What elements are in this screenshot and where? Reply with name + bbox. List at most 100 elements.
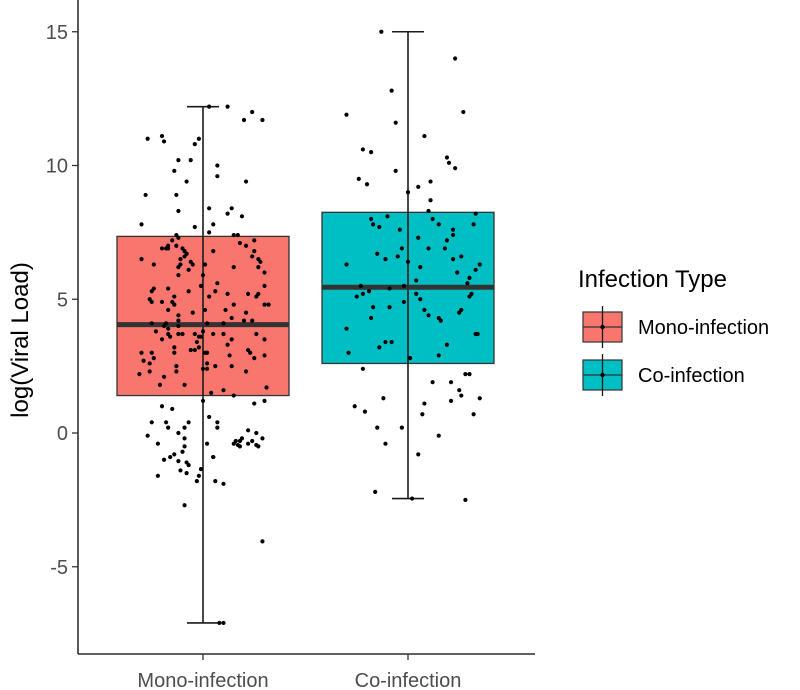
data-point [155, 473, 160, 478]
data-point [149, 299, 154, 305]
data-point [200, 366, 206, 371]
data-point [192, 331, 197, 337]
data-point [375, 251, 380, 256]
legend-label: Mono-infection [638, 317, 769, 339]
data-point [145, 433, 150, 438]
data-point [182, 503, 187, 508]
data-point [467, 372, 472, 377]
data-point [358, 283, 363, 288]
data-point [180, 331, 185, 337]
y-axis-title: log(Viral Load) [7, 262, 34, 418]
data-point [168, 454, 173, 460]
data-point [418, 297, 423, 302]
data-point [262, 398, 267, 403]
data-point [262, 283, 267, 288]
data-point [172, 168, 177, 173]
data-point [159, 404, 165, 409]
data-point [451, 257, 456, 262]
data-point [207, 294, 212, 299]
y-tick-label: 15 [46, 22, 68, 44]
data-point [196, 136, 201, 141]
data-point [215, 163, 220, 168]
data-point [221, 620, 226, 626]
data-point [229, 206, 234, 211]
data-point [260, 436, 265, 441]
x-tick-label: Co-infection [355, 670, 462, 690]
data-point [211, 454, 216, 460]
data-point [166, 286, 171, 291]
data-point [221, 331, 226, 337]
data-point [159, 299, 165, 305]
data-point [344, 262, 349, 267]
points-mono-infection [137, 104, 271, 626]
data-point [444, 342, 450, 347]
legend-key-point [600, 372, 605, 378]
data-point [383, 441, 388, 446]
data-point [416, 452, 421, 457]
data-point [477, 396, 482, 401]
data-point [200, 273, 206, 278]
data-point [381, 396, 386, 401]
data-point [399, 425, 404, 430]
data-point [196, 334, 201, 339]
data-point [256, 444, 261, 449]
data-point [262, 337, 267, 342]
data-point [422, 307, 427, 313]
data-point [448, 380, 454, 385]
data-point [475, 331, 480, 337]
data-point [352, 404, 357, 409]
data-point [463, 497, 468, 502]
data-point [383, 257, 388, 262]
data-point [346, 350, 351, 355]
data-point [364, 182, 370, 187]
data-point [176, 158, 181, 163]
data-point [379, 29, 384, 34]
data-point [395, 254, 400, 259]
data-point [223, 307, 228, 313]
data-point [180, 449, 185, 454]
data-point [178, 257, 183, 262]
data-point [215, 281, 220, 286]
data-point [401, 299, 406, 305]
data-point [205, 366, 210, 371]
data-point [166, 307, 171, 313]
data-point [422, 133, 427, 139]
plot-area [116, 29, 495, 626]
data-point [137, 372, 142, 377]
y-tick-label: 0 [57, 423, 68, 445]
data-point [369, 216, 374, 222]
data-point [174, 243, 179, 248]
data-point [164, 420, 169, 425]
data-point [170, 238, 175, 243]
data-point [426, 208, 431, 214]
data-point [221, 388, 226, 393]
data-point [141, 358, 146, 363]
data-point [451, 232, 456, 238]
y-tick-label: 5 [57, 289, 68, 311]
data-point [225, 291, 230, 296]
data-point [221, 481, 226, 486]
data-point [184, 179, 189, 184]
data-point [231, 232, 236, 238]
data-point [221, 321, 226, 326]
data-point [422, 401, 427, 406]
data-point [344, 326, 349, 331]
data-point [448, 398, 454, 403]
data-point [420, 412, 425, 417]
data-point [266, 302, 271, 307]
data-point [207, 414, 212, 420]
data-point [209, 390, 214, 395]
data-point [172, 294, 177, 299]
data-point [239, 214, 245, 219]
box-co-infection [321, 30, 495, 500]
legend: Infection Type Mono-infection Co-infectio… [578, 266, 769, 396]
data-point [430, 380, 435, 385]
data-point [139, 350, 144, 355]
data-point [161, 374, 167, 379]
data-point [375, 425, 380, 430]
data-point [377, 345, 382, 350]
data-point [241, 117, 247, 123]
data-point [418, 265, 423, 270]
data-point [360, 366, 365, 371]
data-point [186, 420, 191, 425]
